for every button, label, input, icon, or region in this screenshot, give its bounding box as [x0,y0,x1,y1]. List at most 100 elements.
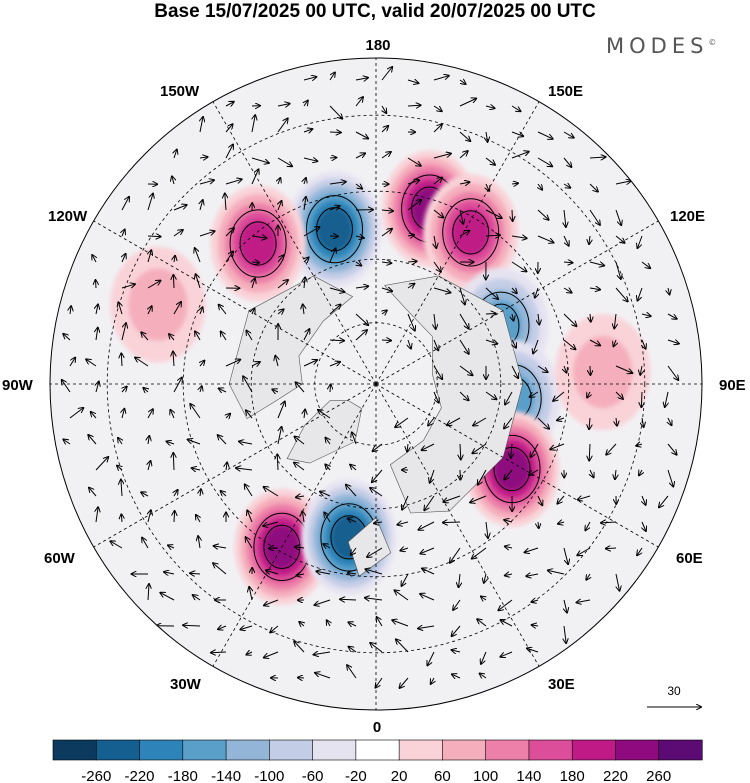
wind-vector [225,179,242,185]
wind-vector [329,287,344,292]
wind-vector [538,183,542,190]
wind-vector [511,261,527,272]
wind-vector [277,104,290,106]
wind-vector [511,105,521,111]
wind-vector [577,547,591,555]
wind-vector [615,469,616,479]
wind-vector [325,465,330,471]
wind-vector [485,106,495,108]
meridian [93,220,377,385]
anomaly-isoline [229,209,287,278]
wind-vector [365,598,383,600]
wind-vector [431,677,434,684]
meridian [375,383,540,667]
wind-vector [589,157,606,158]
wind-vector [407,235,414,236]
colorbar-tick-label: -20 [345,768,367,783]
wind-vector [225,102,234,106]
wind-vector [252,115,255,133]
wind-vector [614,313,616,328]
wind-vector [174,256,175,263]
wind-vector [373,443,383,451]
wind-vectors [62,67,679,688]
wind-vector [641,261,650,268]
wind-vector [122,387,127,392]
wind-vector [355,313,368,325]
wind-vector [452,674,461,678]
wind-vector [530,391,539,397]
wind-vector [459,365,473,375]
wind-vector [452,650,461,652]
wind-vector [615,365,632,373]
wind-vector [376,677,383,688]
wind-vector [243,376,253,393]
wind-vector [89,488,97,497]
wind-vector [434,313,436,329]
wind-vector [211,652,227,653]
wind-vector [277,309,284,314]
wind-vector [433,209,443,218]
wind-vector [226,463,227,471]
wind-vector [355,330,367,341]
wind-vector [407,443,408,451]
wind-vector [329,182,346,184]
wind-vector [512,209,513,221]
wind-vector [511,236,527,238]
colorbar-tick-label: -100 [254,768,284,783]
wind-vector [221,491,227,496]
wind-vector [563,262,573,263]
wind-vector [527,648,539,652]
wind-vector [348,518,357,522]
wind-vector [355,153,365,159]
meridian [375,383,659,548]
wind-vector [459,573,461,587]
wind-vector [459,99,476,107]
wind-vector [327,620,330,627]
wind-vector [62,380,71,393]
colorbar-tick-label: 260 [646,768,671,783]
wind-vector [557,495,565,504]
anomaly-center-4 [210,185,306,302]
colorbar-tick-label: 220 [603,768,628,783]
wind-vector [147,236,161,237]
lon-label-30e: 30E [548,676,575,693]
wind-vector [459,151,468,159]
wind-vector [214,546,227,548]
wind-vector [529,469,539,475]
wind-vector [433,178,442,185]
wind-vector [302,511,304,523]
wind-vector [668,287,670,295]
wind-vector [485,391,497,399]
anomaly-center-1 [286,171,383,288]
wind-vector [329,362,340,366]
wind-vector [249,587,252,601]
wind-vector [141,332,149,341]
wind-vector [173,378,182,393]
wind-vector [304,197,306,211]
wind-vector [314,652,331,655]
wind-vector [147,281,161,289]
wind-vector [173,453,174,471]
meridian [212,383,377,667]
wind-vector [247,511,253,523]
wind-vector [122,254,126,263]
wind-vector [563,131,574,138]
wind-vector [407,313,415,331]
wind-vector [318,410,331,419]
wind-vector [535,287,538,298]
wind-vector [548,570,565,575]
wind-vector [147,409,153,419]
wind-vector [577,600,591,603]
wind-vector [277,402,285,419]
lon-label-60e: 60E [676,550,703,567]
wind-vector [505,546,513,548]
wind-vector [537,365,548,372]
wind-vector [329,132,341,133]
wind-vector [377,617,383,627]
wind-vector [148,461,151,471]
wind-vector [531,600,539,602]
coastline-layer [228,275,524,577]
wind-vector [433,287,450,293]
wind-vector [564,209,566,227]
